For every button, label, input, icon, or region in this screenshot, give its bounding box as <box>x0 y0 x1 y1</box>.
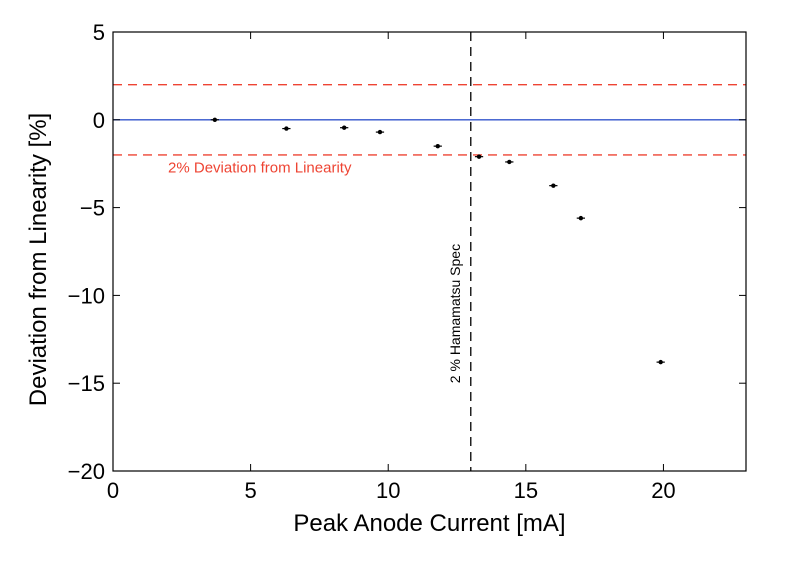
data-point <box>658 359 663 365</box>
annotation-hamamatsu-spec: 2 % Hamamatsu Spec <box>447 244 463 383</box>
x-tick-label: 0 <box>107 478 119 503</box>
data-point <box>435 143 440 149</box>
data-point <box>507 159 512 165</box>
data-point <box>284 126 289 131</box>
x-tick-label: 20 <box>651 478 675 503</box>
data-point <box>578 215 584 221</box>
x-tick-label: 10 <box>376 478 400 503</box>
data-point <box>551 183 556 188</box>
x-tick-label: 5 <box>244 478 256 503</box>
data-point <box>377 129 383 135</box>
data-point <box>341 125 347 130</box>
x-tick-label: 15 <box>514 478 538 503</box>
data-point <box>476 154 482 159</box>
y-tick-label: −10 <box>68 283 105 308</box>
data-point <box>212 117 218 123</box>
plot-frame <box>112 31 747 472</box>
annotation-deviation-limit: 2% Deviation from Linearity <box>168 159 352 176</box>
y-tick-label: 0 <box>93 108 105 133</box>
x-axis-label: Peak Anode Current [mA] <box>293 510 565 537</box>
y-axis-label: Deviation from Linearity [%] <box>25 113 52 406</box>
y-tick-label: 5 <box>93 20 105 45</box>
plot-layer: 0 5 10 15 20 5 0 −5 −10 −15 −20 2% Deviation from L… <box>68 20 747 503</box>
y-tick-label: −5 <box>80 196 105 221</box>
y-tick-label: −20 <box>68 459 105 484</box>
y-tick-label: −15 <box>68 371 105 396</box>
